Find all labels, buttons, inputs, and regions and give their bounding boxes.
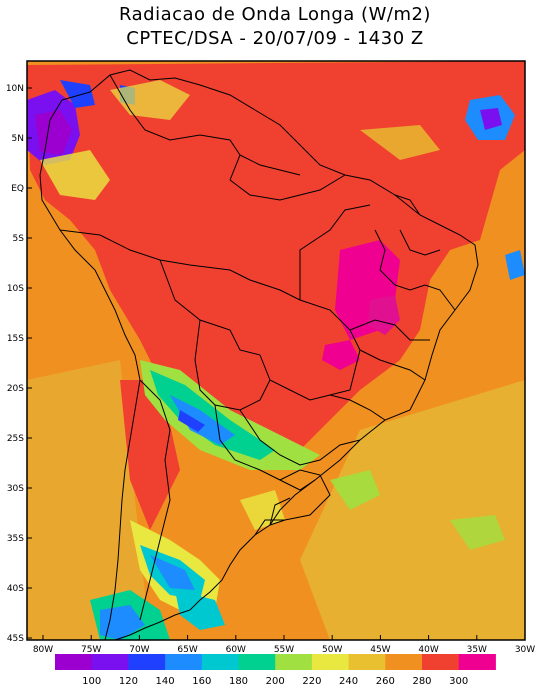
colorbar-label: 140 bbox=[156, 676, 175, 687]
colorbar-swatch bbox=[165, 654, 203, 670]
latitude-label: 25S bbox=[7, 434, 24, 444]
colorbar-swatch bbox=[128, 654, 166, 670]
latitude-label: 15S bbox=[7, 334, 24, 344]
colorbar-swatch bbox=[91, 654, 129, 670]
latitude-label: 40S bbox=[7, 584, 24, 594]
longitude-label: 75W bbox=[81, 645, 101, 655]
longitude-label: 35W bbox=[467, 645, 487, 655]
colorbar-labels: 100 120 140 160 180 200 220 240 260 280 300 bbox=[82, 676, 468, 687]
latitude-label: 5N bbox=[12, 134, 24, 144]
longitude-labels: 80W 75W 70W 65W 60W 55W 50W 45W 40W 35W 30W bbox=[33, 635, 535, 655]
map-frame bbox=[26, 60, 526, 641]
latitude-label: 45S bbox=[7, 634, 24, 644]
map-borders bbox=[39, 69, 479, 641]
latitude-label: 5S bbox=[13, 234, 25, 244]
colorbar-label: 220 bbox=[302, 676, 321, 687]
colorbar-swatch bbox=[385, 654, 423, 670]
olr-field bbox=[27, 61, 525, 640]
map-subtitle: CPTEC/DSA - 20/07/09 - 1430 Z bbox=[126, 28, 424, 49]
colorbar-swatch bbox=[348, 654, 386, 670]
longitude-label: 80W bbox=[33, 645, 53, 655]
colorbar-label: 160 bbox=[192, 676, 211, 687]
colorbar-swatch bbox=[201, 654, 239, 670]
colorbar-label: 300 bbox=[449, 676, 468, 687]
colorbar-swatch bbox=[311, 654, 350, 670]
longitude-label: 40W bbox=[418, 645, 438, 655]
colorbar-swatch bbox=[458, 654, 496, 670]
colorbar-swatch bbox=[275, 654, 313, 670]
latitude-labels: 10N 5N EQ 5S 10S 15S 20S 25S 30S 35S 40S 45S bbox=[6, 84, 32, 644]
colorbar-label: 120 bbox=[119, 676, 138, 687]
latitude-label: 10S bbox=[7, 284, 24, 294]
colorbar-label: 260 bbox=[376, 676, 395, 687]
colorbar-label: 240 bbox=[339, 676, 358, 687]
colorbar-swatch bbox=[422, 654, 460, 670]
colorbar-label: 280 bbox=[412, 676, 431, 687]
colorbar-label: 100 bbox=[82, 676, 101, 687]
colorbar-swatch bbox=[238, 654, 276, 670]
longitude-label: 65W bbox=[177, 645, 197, 655]
colorbar-label: 200 bbox=[266, 676, 285, 687]
longitude-label: 30W bbox=[515, 645, 535, 655]
longitude-label: 60W bbox=[226, 645, 246, 655]
colorbar bbox=[55, 654, 496, 670]
longitude-label: 55W bbox=[274, 645, 294, 655]
latitude-label: EQ bbox=[11, 184, 24, 194]
latitude-label: 35S bbox=[7, 534, 24, 544]
colorbar-swatch bbox=[55, 654, 93, 670]
latitude-label: 30S bbox=[7, 484, 24, 494]
longitude-label: 45W bbox=[370, 645, 390, 655]
colorbar-label: 180 bbox=[229, 676, 248, 687]
longitude-label: 50W bbox=[322, 645, 342, 655]
map-title: Radiacao de Onda Longa (W/m2) bbox=[119, 4, 431, 25]
latitude-label: 10N bbox=[6, 84, 24, 94]
longitude-label: 70W bbox=[129, 645, 149, 655]
latitude-label: 20S bbox=[7, 384, 24, 394]
